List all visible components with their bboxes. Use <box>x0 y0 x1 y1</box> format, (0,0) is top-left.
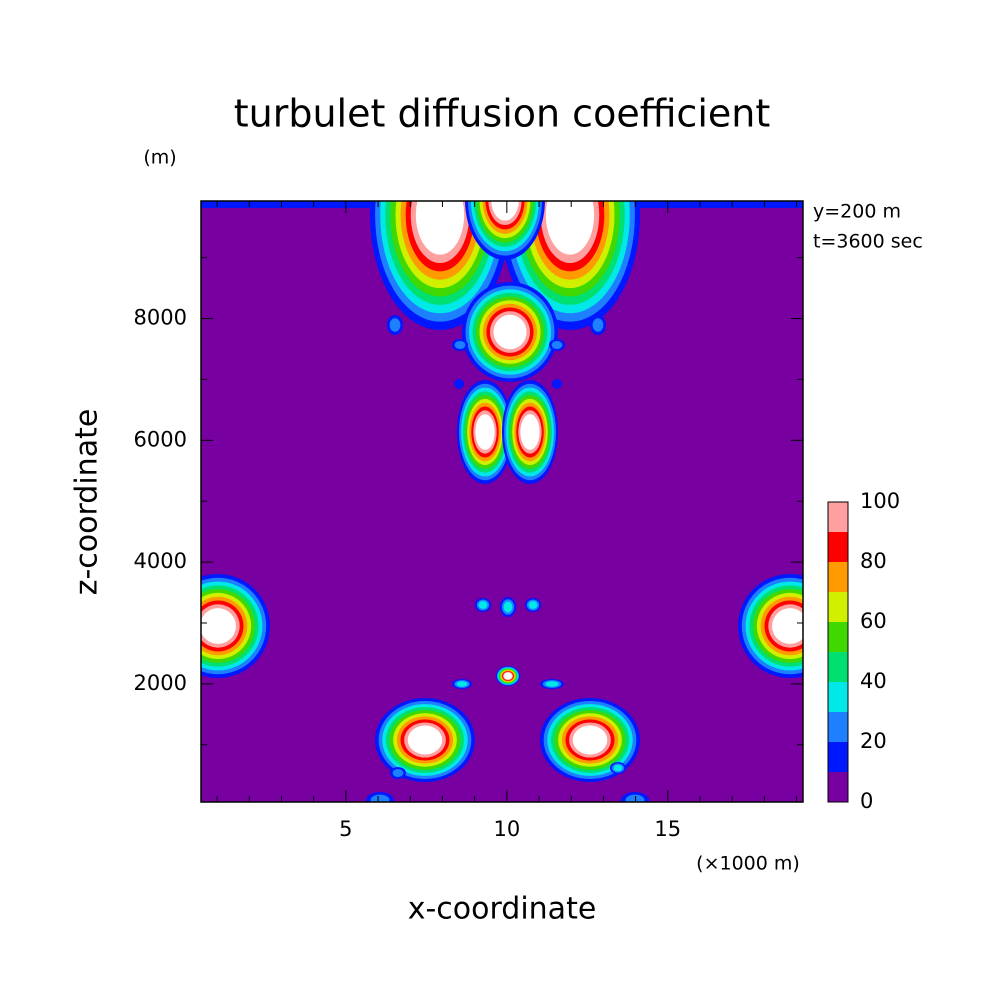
contour-band <box>454 340 466 350</box>
contour-band <box>415 201 465 255</box>
annotation: t=3600 sec <box>813 231 923 253</box>
colorbar-label: 80 <box>860 549 887 573</box>
colorbar-swatch <box>828 592 848 622</box>
contour-band <box>772 608 803 644</box>
contour-band <box>392 768 404 778</box>
contour-band <box>572 725 608 755</box>
x-tick-label: 5 <box>339 817 352 841</box>
annotation: y=200 m <box>813 201 901 223</box>
contour-band <box>551 340 563 350</box>
contour-band <box>528 601 538 609</box>
contour-field <box>201 201 803 802</box>
colorbar-label: 20 <box>860 729 887 753</box>
y-tick-label: 8000 <box>134 306 187 330</box>
colorbar-swatch <box>828 772 848 802</box>
axes: 5 10 15 2000 4000 6000 8000 0 20 40 60 80 100 <box>134 200 900 841</box>
colorbar-label: 60 <box>860 609 887 633</box>
contour-band <box>456 681 468 687</box>
contour-band <box>613 764 623 772</box>
contour-band <box>493 314 527 350</box>
colorbar-swatch <box>828 622 848 652</box>
contour-band <box>201 608 236 644</box>
chart-title: turbulet diffusion coefficient <box>234 92 771 136</box>
y-axis-label: z-coordinate <box>70 409 105 596</box>
contour-band <box>625 794 645 802</box>
contour-band <box>592 318 604 332</box>
contour-band <box>503 672 513 680</box>
colorbar-swatch <box>828 532 848 562</box>
colorbar-swatch <box>828 682 848 712</box>
contour-band <box>503 601 513 613</box>
colorbar-swatch <box>828 742 848 772</box>
colorbar-swatch <box>828 712 848 742</box>
contour-band <box>454 379 464 389</box>
contour-band <box>370 794 390 802</box>
colorbar-swatch <box>828 652 848 682</box>
contour-band <box>407 725 443 755</box>
contour-band <box>520 414 540 450</box>
colorbar-label: 100 <box>860 489 900 513</box>
x-unit: (×1000 m) <box>696 853 800 875</box>
y-tick-label: 6000 <box>134 427 187 451</box>
contour-band <box>478 601 488 609</box>
colorbar-label: 40 <box>860 669 887 693</box>
contour-band <box>545 681 559 687</box>
colorbar-swatch <box>828 562 848 592</box>
contour-band <box>491 201 519 221</box>
x-tick-label: 15 <box>654 817 681 841</box>
y-tick-label: 4000 <box>134 549 187 573</box>
x-axis-label: x-coordinate <box>408 892 597 927</box>
x-tick-label: 10 <box>493 817 520 841</box>
contour-band <box>389 318 401 332</box>
y-unit: (m) <box>143 147 176 169</box>
colorbar-frame <box>827 501 849 803</box>
colorbar-label: 0 <box>860 789 873 813</box>
contour-band <box>475 414 495 450</box>
colorbar-swatch <box>828 502 848 532</box>
y-tick-label: 2000 <box>134 671 187 695</box>
contour-band <box>552 379 562 389</box>
contour-band <box>545 201 595 255</box>
